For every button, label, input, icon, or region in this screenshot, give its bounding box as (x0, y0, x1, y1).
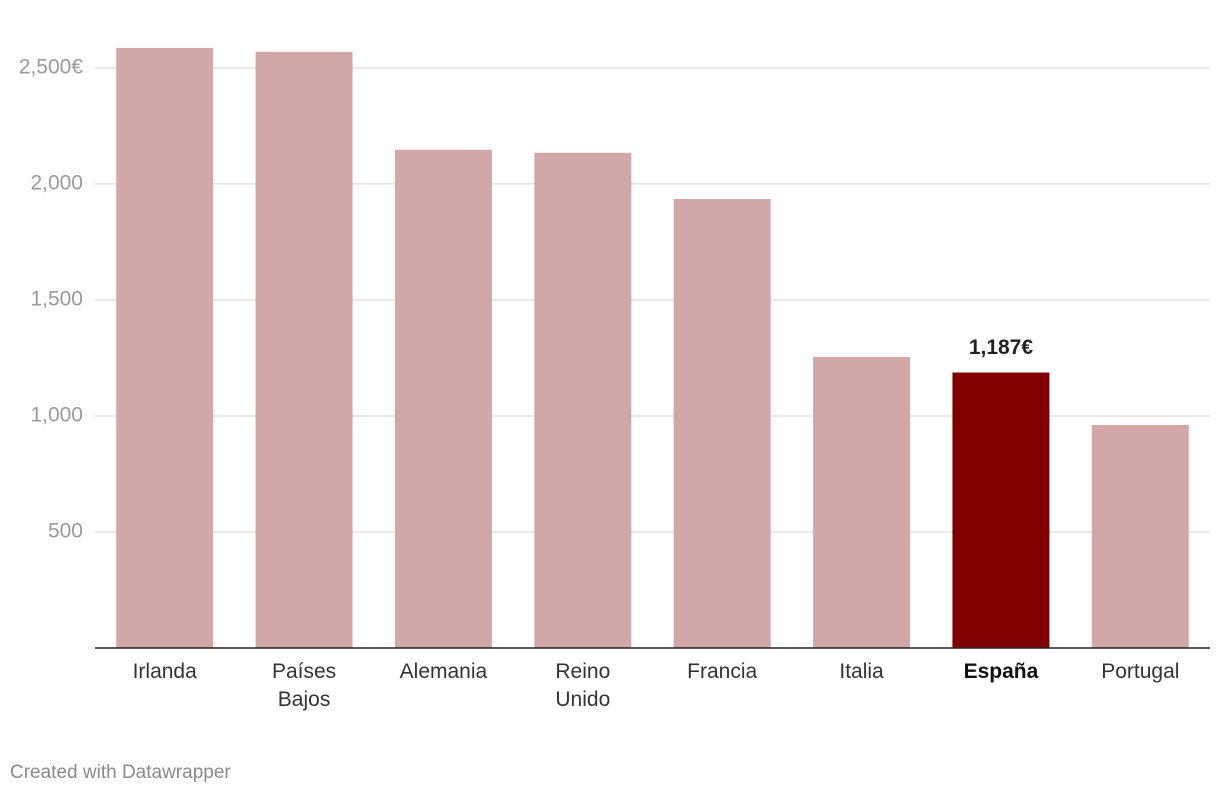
x-tick-label: Portugal (1101, 660, 1180, 683)
y-tick-label: 500 (48, 520, 83, 543)
bar (813, 356, 911, 648)
x-tick-label: Irlanda (132, 660, 197, 683)
y-tick-label: 1,500 (30, 287, 83, 310)
x-tick-label: Alemania (399, 660, 488, 683)
bar (534, 152, 632, 648)
y-tick-label: 1,000 (30, 403, 83, 426)
y-tick-label: 2,000 (30, 171, 83, 194)
bar (255, 51, 353, 649)
bar (116, 47, 214, 648)
bar (394, 149, 492, 648)
y-tick-label: 2,500€ (19, 55, 84, 78)
bar (952, 372, 1050, 648)
x-tick-label: España (963, 660, 1039, 683)
bar (673, 198, 771, 648)
value-label: 1,187€ (969, 336, 1034, 359)
x-tick-label: Italia (839, 660, 884, 683)
bar (1091, 424, 1189, 648)
x-tick-label: Francia (687, 660, 758, 683)
x-tick-label: Países Bajos (271, 660, 337, 711)
x-tick-label: Reino Unido (555, 660, 611, 711)
footer: Created with Datawrapper (10, 762, 231, 783)
